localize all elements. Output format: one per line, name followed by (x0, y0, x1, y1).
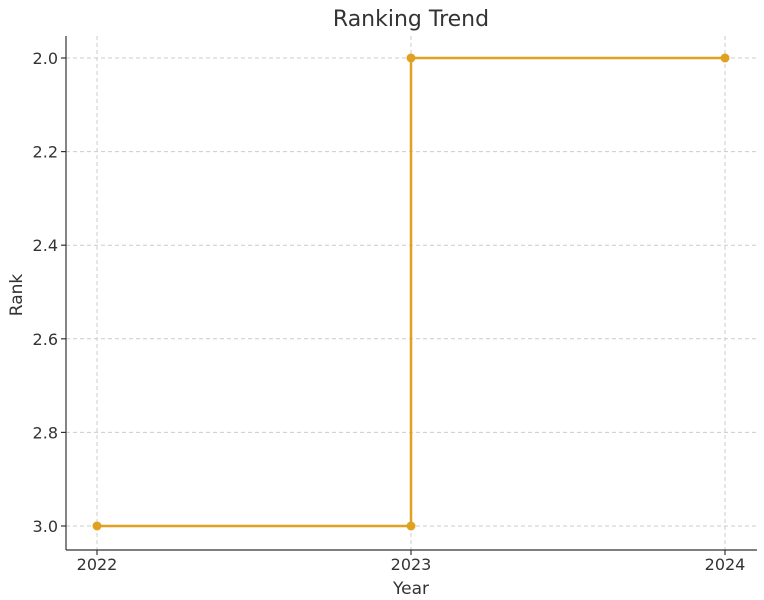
plot-area (92, 53, 730, 531)
x-tick-label: 2023 (391, 555, 432, 574)
x-axis-label: Year (392, 579, 429, 599)
series-step-line (97, 56, 725, 528)
data-point (720, 53, 730, 63)
data-point (406, 521, 416, 531)
y-axis-ticks: 2.0 2.2 2.4 2.6 2.8 3.0 (33, 49, 66, 536)
y-tick-label: 2.8 (33, 423, 58, 442)
data-point (92, 521, 102, 531)
chart-title: Ranking Trend (333, 7, 489, 32)
y-tick-label: 3.0 (33, 517, 58, 536)
y-axis-label: Rank (7, 274, 27, 317)
x-tick-label: 2022 (77, 555, 118, 574)
y-tick-label: 2.0 (33, 49, 58, 68)
y-tick-label: 2.6 (33, 330, 58, 349)
x-tick-label: 2024 (705, 555, 746, 574)
x-axis-ticks: 2022 2023 2024 (77, 550, 746, 574)
y-tick-label: 2.2 (33, 143, 58, 162)
y-tick-label: 2.4 (33, 236, 58, 255)
data-point (406, 53, 416, 63)
